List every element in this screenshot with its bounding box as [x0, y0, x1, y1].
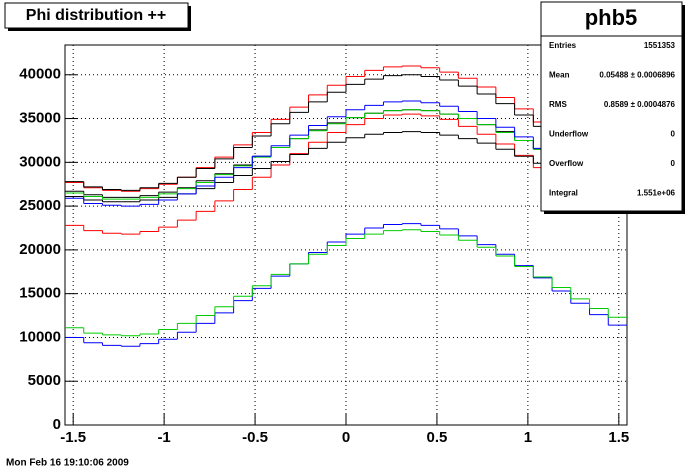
stats-value: 0.8589 ± 0.0004876: [604, 100, 676, 109]
y-tick-label: 25000: [19, 197, 61, 214]
x-tick-label: -1.5: [60, 429, 86, 446]
stats-value: 0.05488 ± 0.0006896: [599, 71, 675, 80]
y-tick-label: 35000: [19, 110, 61, 127]
y-tick-label: 10000: [19, 328, 61, 345]
x-tick-label: 0.5: [427, 429, 448, 446]
y-tick-label: 5000: [28, 372, 61, 389]
chart-title: Phi distribution ++: [26, 7, 166, 24]
stats-value: 0: [671, 130, 676, 139]
stats-box: phb5 Entries 1551353 Mean 0.05488 ± 0.00068…: [540, 1, 685, 214]
stats-label: Integral: [549, 189, 578, 198]
y-tick-label: 0: [53, 416, 61, 433]
stats-label: Underflow: [549, 130, 589, 139]
stats-frame: [540, 1, 683, 212]
stats-label: RMS: [549, 100, 567, 109]
stats-value: 1.551e+06: [637, 189, 676, 198]
y-tick-label: 20000: [19, 241, 61, 258]
x-tick-label: -0.5: [242, 429, 268, 446]
stats-value: 0: [671, 159, 676, 168]
stats-value: 1551353: [644, 41, 676, 50]
plot: 0 5000 10000 15000 20000 25000 30000 35000 40000…: [19, 45, 629, 446]
stats-label: Mean: [549, 71, 570, 80]
stats-title: phb5: [585, 5, 638, 30]
y-tick-label: 15000: [19, 285, 61, 302]
x-tick-label: -1: [157, 429, 170, 446]
x-tick-label: 1: [524, 429, 532, 446]
y-tick-label: 30000: [19, 153, 61, 170]
stats-label: Entries: [549, 41, 577, 50]
footer: Mon Feb 16 19:10:06 2009: [6, 458, 129, 469]
x-tick-label: 1.5: [608, 429, 629, 446]
x-tick-label: 0: [342, 429, 350, 446]
y-tick-label: 40000: [19, 66, 61, 83]
title-box: [4, 2, 189, 29]
stats-label: Overflow: [549, 159, 584, 168]
